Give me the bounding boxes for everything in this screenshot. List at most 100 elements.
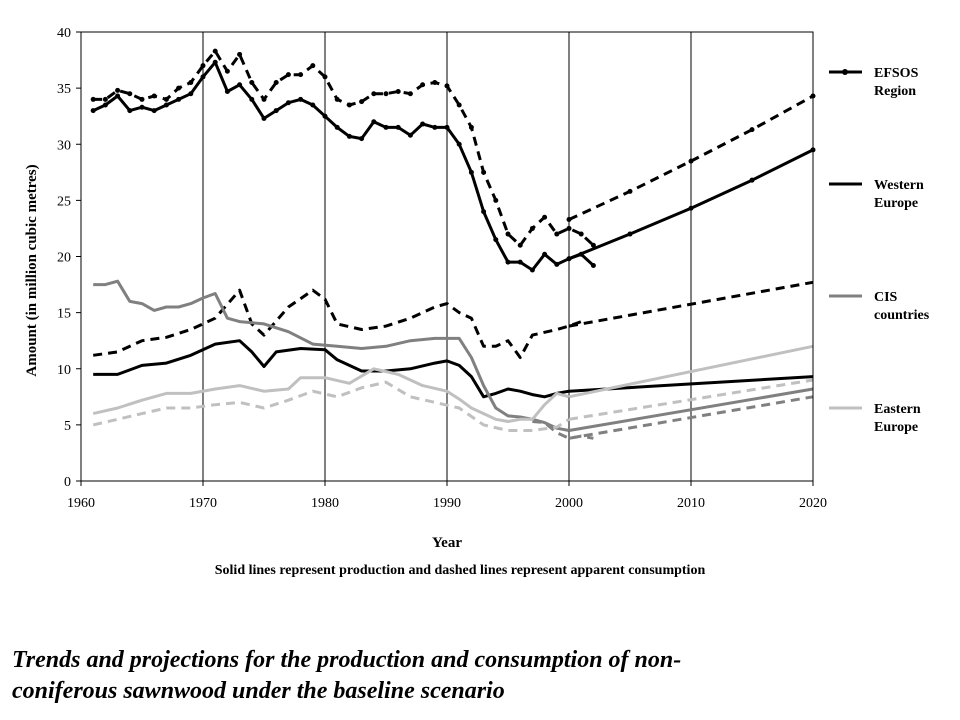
data-point: [310, 63, 316, 69]
data-point: [285, 72, 291, 78]
data-point: [688, 205, 694, 211]
x-tick-label: 1970: [189, 496, 217, 511]
data-point: [432, 80, 438, 86]
data-point: [493, 237, 499, 243]
series-line-6: [92, 288, 582, 359]
series-group: [90, 48, 816, 440]
legend-label: Eastern: [874, 402, 921, 417]
data-point: [529, 267, 535, 273]
data-point: [420, 121, 426, 127]
data-point: [127, 91, 133, 97]
data-point: [90, 108, 96, 114]
data-point: [383, 91, 389, 97]
data-point: [212, 59, 218, 65]
data-point: [627, 231, 633, 237]
data-point: [249, 96, 255, 102]
series-line-5: [93, 339, 570, 399]
data-point: [371, 119, 377, 125]
data-point: [383, 124, 389, 130]
data-point: [395, 124, 401, 130]
data-point: [188, 80, 194, 86]
series-line-16: [568, 378, 814, 421]
chart-note: Solid lines represent production and das…: [214, 563, 706, 578]
data-point: [273, 108, 279, 114]
data-point: [334, 124, 340, 130]
series-line-12: [568, 395, 814, 440]
data-point: [456, 141, 462, 147]
series-line-8: [568, 280, 814, 328]
data-point: [688, 158, 694, 164]
data-point: [407, 132, 413, 138]
data-point: [749, 177, 755, 183]
data-point: [359, 99, 365, 105]
y-tick-label: 15: [57, 307, 71, 322]
data-point: [627, 188, 633, 194]
data-point: [102, 96, 108, 102]
vertical-gridlines: [202, 32, 692, 481]
legend-label: EFSOS: [874, 66, 919, 81]
data-point: [90, 96, 96, 102]
series-line-14: [92, 380, 570, 432]
x-tick-label: 2000: [555, 496, 583, 511]
data-point: [212, 48, 218, 54]
data-point: [481, 169, 487, 175]
data-point: [590, 242, 596, 248]
data-point: [566, 225, 572, 231]
data-point: [237, 51, 243, 57]
caption-line-2: coniferous sawnwood under the baseline s…: [12, 678, 505, 704]
legend-label: Europe: [874, 196, 918, 211]
y-tick-label: 0: [64, 475, 71, 490]
series-line-1: [92, 60, 595, 272]
series-line-15: [568, 344, 814, 399]
data-point: [542, 251, 548, 257]
data-point: [505, 259, 511, 265]
y-axis-title: Amount (in million cubic metres): [24, 164, 40, 376]
legend-label: countries: [874, 308, 930, 323]
data-point: [285, 100, 291, 106]
x-tick-label: 1980: [311, 496, 339, 511]
data-point: [371, 91, 377, 97]
data-point: [298, 72, 304, 78]
data-point: [749, 127, 755, 133]
data-point: [139, 96, 145, 102]
data-point: [334, 96, 340, 102]
figure-caption: Trends and projections for the productio…: [12, 645, 942, 707]
legend-label: Europe: [874, 420, 918, 435]
y-tick-label: 25: [57, 194, 71, 209]
data-point: [163, 96, 169, 102]
data-point: [176, 85, 182, 91]
x-tick-label: 1960: [67, 496, 95, 511]
data-point: [456, 102, 462, 108]
data-point: [554, 261, 560, 267]
data-point: [224, 68, 230, 74]
data-point: [590, 262, 596, 268]
data-point: [578, 231, 584, 237]
data-point: [102, 102, 108, 108]
data-point: [468, 124, 474, 130]
data-point: [395, 88, 401, 94]
data-point: [127, 108, 133, 114]
data-point: [151, 93, 157, 99]
data-point: [493, 197, 499, 203]
legend: EFSOS Region Western Europe CIS countries East…: [829, 66, 930, 435]
legend-label: Region: [874, 84, 916, 99]
legend-marker: [842, 69, 848, 75]
data-point: [249, 80, 255, 86]
data-point: [322, 113, 328, 119]
data-point: [346, 133, 352, 139]
data-point: [163, 102, 169, 108]
y-tick-label: 30: [57, 138, 71, 153]
data-point: [115, 93, 121, 99]
data-point: [444, 83, 450, 89]
series-line-13: [92, 367, 570, 423]
data-point: [346, 102, 352, 108]
series-line-11: [568, 387, 814, 432]
data-point: [481, 209, 487, 215]
data-point: [261, 115, 267, 121]
data-point: [273, 80, 279, 86]
axis-ticks: 0 5 10 15 20 25 30 35 40 1960 1970 1980 1990 2000 2010…: [57, 26, 827, 511]
data-point: [310, 102, 316, 108]
data-point: [505, 231, 511, 237]
data-point: [432, 124, 438, 130]
legend-label: CIS: [874, 290, 898, 305]
